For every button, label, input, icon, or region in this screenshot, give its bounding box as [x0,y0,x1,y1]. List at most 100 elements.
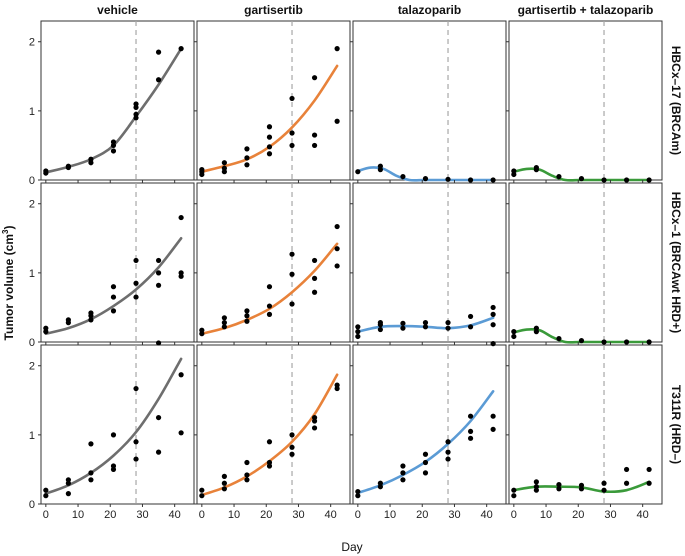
data-point [289,271,295,277]
data-point [355,324,361,330]
data-point [155,257,162,264]
fit-curve-talazoparib [356,166,495,182]
data-point [43,493,49,499]
data-point [467,435,474,441]
panel-frame [196,182,351,343]
data-point [221,320,227,326]
data-point [311,257,318,264]
data-point [334,246,340,252]
panel-frame [40,20,195,181]
panel-hbcx-17-brcam-gartisertib [194,20,351,183]
x-tick-label: 0 [355,509,361,521]
data-point [155,282,162,288]
data-point [511,168,517,174]
x-tick-label: 30 [448,509,460,521]
x-tick-label: 30 [136,509,148,521]
data-point [533,164,539,171]
panel-frame [352,344,507,505]
data-point [65,317,71,323]
data-point [88,156,94,162]
data-point [289,432,295,438]
data-point [467,428,474,435]
data-point [422,320,429,326]
x-tick-label: 10 [540,509,552,521]
data-point [266,311,273,317]
data-point [422,176,429,182]
data-point [221,165,227,171]
data-point [355,169,361,175]
data-point [377,163,383,169]
data-point [422,324,429,330]
data-point [110,148,117,154]
y-tick-label: 2 [29,37,35,49]
data-point [601,177,607,183]
data-point [311,75,318,81]
data-point [511,493,517,499]
data-point [244,162,250,168]
data-point [110,139,117,145]
data-point [601,339,607,345]
data-point [556,482,562,488]
x-tick-label: 20 [572,509,584,521]
data-point [266,439,273,445]
data-point [311,289,318,295]
x-tick-label: 40 [169,509,181,521]
row-label-hbcx-17-brcam: HBCx–17 (BRCAm) [669,46,683,155]
data-point [110,463,117,469]
panel-frame [352,182,507,343]
y-axis-label: Tumor volume (cm3) [1,226,16,341]
data-point [556,486,562,492]
data-point [556,173,562,180]
data-point [133,456,139,462]
data-point [490,413,496,419]
y-tick-label: 1 [29,430,35,442]
data-point [178,270,184,276]
data-point [155,270,162,276]
fit-curve-vehicle [44,237,183,335]
data-point [110,432,117,438]
data-point [221,160,227,166]
x-axis-label: Day [341,540,362,554]
data-point [533,484,539,490]
data-point [490,311,496,317]
y-axis-label-superscript: 3 [1,229,10,234]
data-point [88,477,94,483]
y-axis-label-main: Tumor volume (cm [2,234,16,340]
x-tick-label: 0 [199,509,205,521]
data-point [88,317,94,323]
data-point [334,118,340,124]
data-point [445,325,451,331]
y-tick-label: 2 [29,199,35,211]
data-point [266,124,273,130]
data-point [467,177,474,183]
column-label-gartisertib: gartisertib [244,3,303,17]
data-point [289,451,295,457]
data-point [244,308,250,314]
panel-frame [508,182,663,343]
data-point [445,449,451,455]
data-point [88,310,94,316]
row-label-hbcx-1-brcawt-hrd: HBCx–1 (BRCAwt HRD+) [669,192,683,333]
data-point [490,322,496,328]
x-tick-label: 30 [292,509,304,521]
data-point [133,280,139,286]
y-tick-label: 0 [29,337,35,349]
data-point [43,487,49,493]
y-tick-label: 1 [29,268,35,280]
data-point [155,49,162,55]
panel-hbcx-1-brcawt-hrd-gartisertib-talazoparib [506,182,663,345]
data-point [65,477,71,483]
data-point [490,426,496,432]
data-point [422,470,429,476]
data-point [266,459,273,466]
data-point [88,441,94,447]
data-point [133,257,139,264]
x-tick-label: 10 [228,509,240,521]
panel-frame [508,20,663,181]
data-point [311,425,318,431]
x-tick-label: 20 [416,509,428,521]
data-point [133,294,139,300]
x-tick-label: 20 [260,509,272,521]
fit-curve-gartisertib-talazoparib [512,167,651,182]
data-point [355,333,361,340]
